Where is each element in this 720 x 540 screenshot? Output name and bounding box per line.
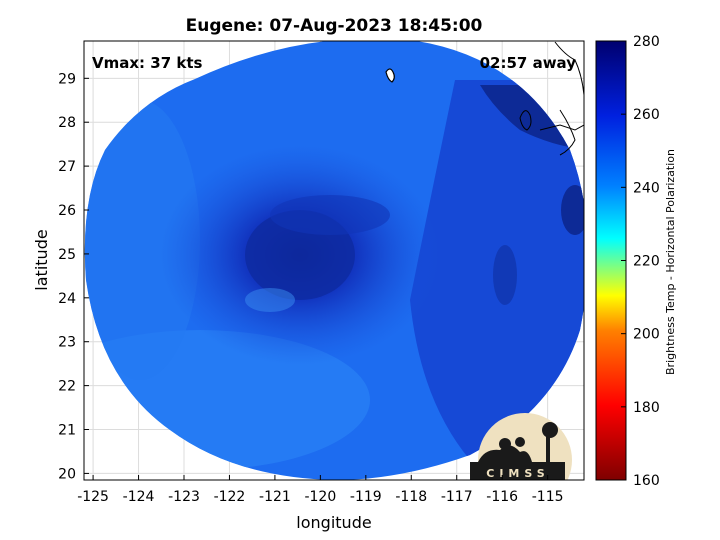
colorbar-tick-label: 240: [633, 180, 660, 196]
y-tick-label: 27: [58, 159, 76, 175]
colorbar-tick-label: 180: [633, 400, 660, 416]
x-tick-label: -115: [532, 489, 564, 505]
colorbar-tick-label: 280: [633, 34, 660, 50]
x-tick-label: -124: [123, 489, 155, 505]
x-axis-ticks: -125 -124 -123 -122 -121 -120 -119 -118 -117 -116…: [77, 475, 564, 505]
x-tick-label: -123: [168, 489, 200, 505]
y-axis-ticks: 20 21 22 23 24 25 26 27 28 29: [58, 71, 89, 482]
y-tick-label: 23: [58, 335, 76, 351]
x-tick-label: -122: [214, 489, 246, 505]
cimss-logo: CIMSS: [470, 413, 572, 480]
y-tick-label: 29: [58, 71, 76, 87]
y-tick-label: 21: [58, 423, 76, 439]
y-tick-label: 22: [58, 379, 76, 395]
colorbar-ticks: 160 180 200 220 240 260 280: [621, 34, 660, 489]
x-tick-label: -120: [304, 489, 336, 505]
time-away-label: 02:57 away: [480, 54, 577, 72]
coastline: [554, 41, 584, 156]
y-axis-label: latitude: [32, 229, 51, 290]
island-outline: [385, 68, 395, 83]
x-tick-label: -118: [395, 489, 427, 505]
y-tick-label: 24: [58, 291, 76, 307]
colorbar-tick-label: 220: [633, 254, 660, 270]
y-tick-label: 28: [58, 115, 76, 131]
x-axis-label: longitude: [296, 513, 371, 532]
vmax-label: Vmax: 37 kts: [92, 54, 202, 72]
axes-frame: [83, 40, 585, 481]
y-tick-label: 25: [58, 247, 76, 263]
chart-title: Eugene: 07-Aug-2023 18:45:00: [186, 16, 483, 36]
x-tick-label: -117: [441, 489, 473, 505]
x-tick-label: -119: [350, 489, 382, 505]
microwave-imagery: [84, 41, 584, 480]
colorbar-tick-label: 260: [633, 107, 660, 123]
colorbar-tick-label: 200: [633, 327, 660, 343]
x-tick-label: -125: [77, 489, 109, 505]
colorbar-tick-label: 160: [633, 473, 660, 489]
y-tick-label: 20: [58, 466, 76, 482]
y-tick-label: 26: [58, 203, 76, 219]
x-tick-label: -116: [486, 489, 518, 505]
colorbar-label: Brightness Temp - Horizontal Polarizatio…: [664, 149, 677, 375]
x-tick-label: -121: [259, 489, 291, 505]
logo-text: CIMSS: [486, 467, 549, 480]
